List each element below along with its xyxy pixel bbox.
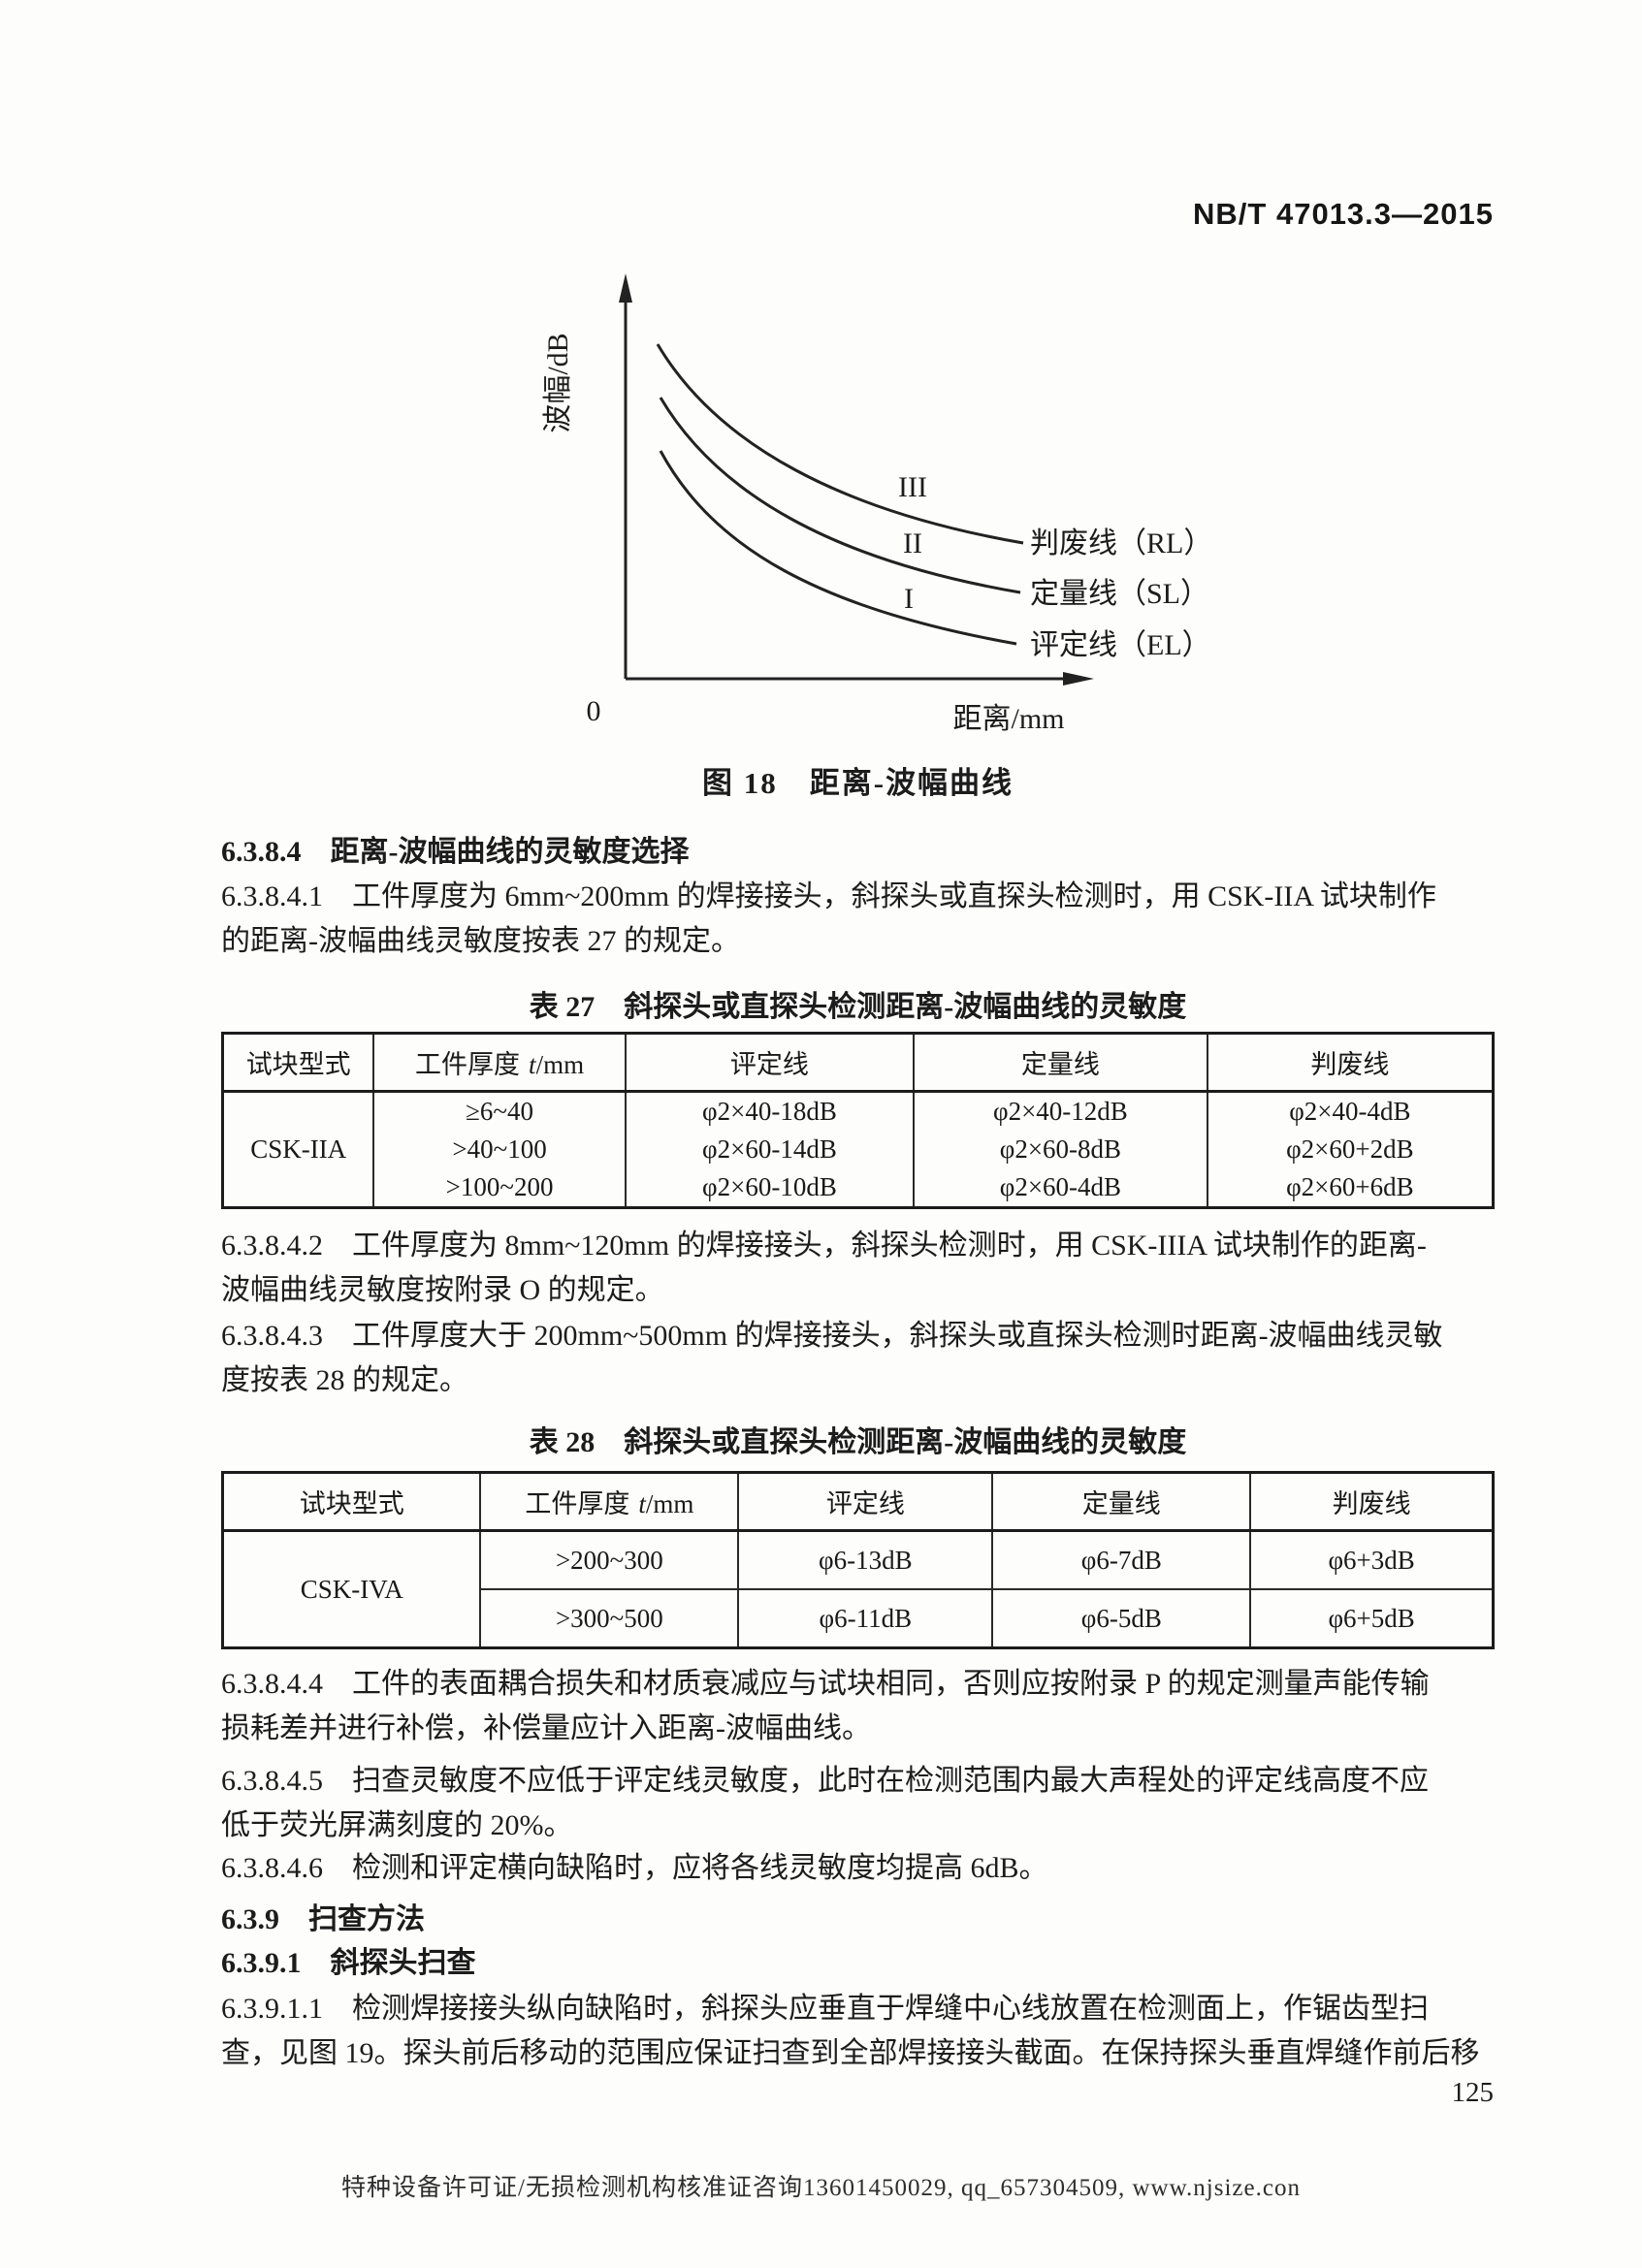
clause-6-3-8-4-heading: 6.3.8.4 距离-波幅曲线的灵敏度选择: [221, 830, 690, 875]
table-28-header-row: 试块型式 工件厚度 t/mm 评定线 定量线 判废线: [221, 1471, 1495, 1532]
heading-line: 6.3.9.1 斜探头扫查: [221, 1947, 476, 1979]
table-row: >300~500 φ6-11dB φ6-5dB φ6+5dB: [223, 1588, 1495, 1649]
clause-6-3-8-4-2: 6.3.8.4.2 工件厚度为 8mm~120mm 的焊接接头，斜探头检测时，用…: [221, 1224, 1427, 1313]
cell: >40~100: [372, 1131, 627, 1168]
cell: >200~300: [479, 1529, 740, 1590]
clause-6-3-9-heading: 6.3.9 扫查方法: [221, 1898, 425, 1942]
clause-6-3-8-4-1: 6.3.8.4.1 工件厚度为 6mm~200mm 的焊接接头，斜探头或直探头检…: [221, 875, 1436, 964]
cell: φ6-5dB: [991, 1588, 1252, 1649]
cell: φ6-13dB: [737, 1529, 994, 1590]
x-axis-arrow-icon: [1063, 672, 1094, 686]
clause-6-3-8-4-4: 6.3.8.4.4 工件的表面耦合损失和材质衰减应与试块相同，否则应按附录 P …: [221, 1662, 1430, 1751]
curve-numeral-I: I: [904, 583, 914, 615]
col-header-thickness: 工件厚度 t/mm: [372, 1032, 627, 1093]
cell: φ2×60-10dB: [624, 1168, 916, 1208]
paragraph-line: 的距离-波幅曲线灵敏度按表 27 的规定。: [221, 925, 740, 957]
paragraph-line: 度按表 28 的规定。: [221, 1364, 468, 1396]
paragraph-line: 波幅曲线灵敏度按附录 O 的规定。: [221, 1274, 664, 1306]
cell: φ2×60-4dB: [913, 1168, 1208, 1208]
col-header-evaluate-line: 评定线: [737, 1471, 994, 1532]
distance-amplitude-figure: 0 波幅/dB 距离/mm III II I 判废线（RL） 定量线（SL） 评…: [542, 273, 1212, 735]
heading-line: 6.3.8.4 距离-波幅曲线的灵敏度选择: [221, 836, 690, 868]
cell: φ2×60+2dB: [1206, 1131, 1495, 1168]
col-header-specimen-type: 试块型式: [221, 1471, 482, 1532]
col-header-thickness: 工件厚度 t/mm: [479, 1471, 740, 1532]
clause-6-3-9-1-heading: 6.3.9.1 斜探头扫查: [221, 1941, 476, 1986]
cell: φ2×40-12dB: [913, 1091, 1208, 1131]
specimen-type-cell: CSK-IVA: [221, 1529, 482, 1649]
figure-18-caption: 图 18 距离-波幅曲线: [701, 766, 1014, 800]
table-27-header-row: 试块型式 工件厚度 t/mm 评定线 定量线 判废线: [221, 1032, 1495, 1093]
table-row: CSK-IIA ≥6~40 φ2×40-18dB φ2×40-12dB φ2×4…: [221, 1091, 1495, 1208]
quantify-line-label: 定量线（SL）: [1030, 578, 1209, 610]
reject-line-label: 判废线（RL）: [1030, 527, 1212, 559]
clause-6-3-8-4-3: 6.3.8.4.3 工件厚度大于 200mm~500mm 的焊接接头，斜探头或直…: [221, 1314, 1443, 1403]
curve-II-quantify-line: [659, 397, 1021, 594]
origin-label: 0: [587, 695, 601, 727]
table-27: 试块型式 工件厚度 t/mm 评定线 定量线 判废线 CSK-IIA ≥6~40 …: [221, 1032, 1495, 1209]
cell: ≥6~40: [372, 1091, 627, 1131]
paragraph-line: 查，见图 19。探头前后移动的范围应保证扫查到全部焊接接头截面。在保持探头垂直焊…: [221, 2037, 1480, 2069]
cell: >300~500: [479, 1588, 740, 1649]
cell: φ2×60+6dB: [1206, 1168, 1495, 1208]
cell: φ2×60-14dB: [624, 1131, 916, 1168]
paragraph-line: 6.3.8.4.2 工件厚度为 8mm~120mm 的焊接接头，斜探头检测时，用…: [221, 1230, 1427, 1262]
table-27-title: 表 27 斜探头或直探头检测距离-波幅曲线的灵敏度: [529, 991, 1187, 1023]
footer-watermark: 特种设备许可证/无损检测机构核准证咨询13601450029, qq_65730…: [341, 2175, 1301, 2201]
paragraph-line: 6.3.8.4.6 检测和评定横向缺陷时，应将各线灵敏度均提高 6dB。: [221, 1852, 1048, 1884]
table-row: CSK-IVA >200~300 φ6-13dB φ6-7dB φ6+3dB: [221, 1529, 1495, 1649]
cell: >100~200: [372, 1168, 627, 1208]
evaluate-line-label: 评定线（EL）: [1030, 629, 1211, 661]
y-axis-arrow-icon: [619, 273, 632, 303]
table-28-title: 表 28 斜探头或直探头检测距离-波幅曲线的灵敏度: [529, 1426, 1187, 1458]
cell: φ6-7dB: [991, 1529, 1252, 1590]
y-axis-label: 波幅/dB: [542, 333, 574, 432]
curve-I-evaluate-line: [659, 450, 1017, 646]
paragraph-line: 6.3.8.4.3 工件厚度大于 200mm~500mm 的焊接接头，斜探头或直…: [221, 1320, 1443, 1352]
clause-6-3-9-1-1: 6.3.9.1.1 检测焊接接头纵向缺陷时，斜探头应垂直于焊缝中心线放置在检测面…: [221, 1987, 1480, 2076]
clause-6-3-8-4-5: 6.3.8.4.5 扫查灵敏度不应低于评定线灵敏度，此时在检测范围内最大声程处的…: [221, 1759, 1429, 1848]
col-header-specimen-type: 试块型式: [221, 1032, 375, 1093]
cell: φ6+5dB: [1249, 1588, 1495, 1649]
paragraph-line: 损耗差并进行补偿，补偿量应计入距离-波幅曲线。: [221, 1712, 871, 1744]
paragraph-line: 低于荧光屏满刻度的 20%。: [221, 1809, 573, 1841]
table-28: 试块型式 工件厚度 t/mm 评定线 定量线 判废线 CSK-IVA >200~3…: [221, 1471, 1495, 1649]
curve-numeral-III: III: [898, 471, 927, 503]
cell: φ2×40-18dB: [624, 1091, 916, 1131]
paragraph-line: 6.3.8.4.4 工件的表面耦合损失和材质衰减应与试块相同，否则应按附录 P …: [221, 1668, 1430, 1700]
specimen-type-cell: CSK-IIA: [221, 1091, 375, 1208]
col-header-reject-line: 判废线: [1249, 1471, 1495, 1532]
paragraph-line: 6.3.9.1.1 检测焊接接头纵向缺陷时，斜探头应垂直于焊缝中心线放置在检测面…: [221, 1993, 1429, 2025]
document-number: NB/T 47013.3—2015: [1193, 197, 1494, 231]
page-number: 125: [1451, 2077, 1495, 2108]
curve-numeral-II: II: [903, 527, 922, 559]
cell: φ2×40-4dB: [1206, 1091, 1495, 1131]
col-header-quantify-line: 定量线: [913, 1032, 1208, 1093]
heading-line: 6.3.9 扫查方法: [221, 1903, 425, 1935]
col-header-quantify-line: 定量线: [991, 1471, 1252, 1532]
clause-6-3-8-4-6: 6.3.8.4.6 检测和评定横向缺陷时，应将各线灵敏度均提高 6dB。: [221, 1846, 1048, 1891]
paragraph-line: 6.3.8.4.1 工件厚度为 6mm~200mm 的焊接接头，斜探头或直探头检…: [221, 880, 1436, 912]
x-axis-label: 距离/mm: [952, 703, 1064, 735]
col-header-evaluate-line: 评定线: [624, 1032, 916, 1093]
cell: φ6-11dB: [737, 1588, 994, 1649]
curve-III-reject-line: [656, 343, 1024, 545]
col-header-reject-line: 判废线: [1206, 1032, 1495, 1093]
table-row: >100~200 φ2×60-10dB φ2×60-4dB φ2×60+6dB: [223, 1168, 1495, 1208]
cell: φ2×60-8dB: [913, 1131, 1208, 1168]
paragraph-line: 6.3.8.4.5 扫查灵敏度不应低于评定线灵敏度，此时在检测范围内最大声程处的…: [221, 1765, 1429, 1797]
cell: φ6+3dB: [1249, 1529, 1495, 1590]
table-row: >40~100 φ2×60-14dB φ2×60-8dB φ2×60+2dB: [223, 1131, 1495, 1168]
